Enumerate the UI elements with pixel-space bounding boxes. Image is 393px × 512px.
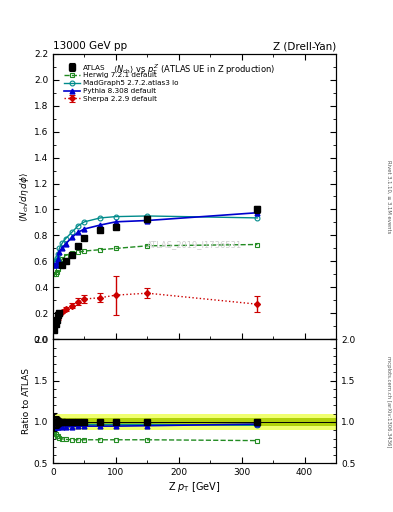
Pythia 8.308 default — [70, 234, 74, 241]
X-axis label: Z $p_{\rm T}$ [GeV]: Z $p_{\rm T}$ [GeV] — [168, 480, 221, 494]
MadGraph5 2.7.2.atlas3 lo — [57, 245, 62, 251]
MadGraph5 2.7.2.atlas3 lo — [70, 229, 74, 235]
Pythia 8.308 default — [63, 241, 68, 247]
Herwig 7.2.1 default — [56, 265, 61, 271]
Text: mcplots.cern.ch [arXiv:1306.3436]: mcplots.cern.ch [arXiv:1306.3436] — [386, 355, 391, 447]
MadGraph5 2.7.2.atlas3 lo — [55, 255, 59, 261]
MadGraph5 2.7.2.atlas3 lo — [52, 259, 57, 265]
Herwig 7.2.1 default — [98, 247, 103, 253]
Line: Herwig 7.2.1 default: Herwig 7.2.1 default — [52, 242, 260, 277]
MadGraph5 2.7.2.atlas3 lo — [76, 223, 81, 229]
MadGraph5 2.7.2.atlas3 lo — [98, 215, 103, 221]
Y-axis label: $\langle N_{\rm ch}/d\eta\, d\phi\rangle$: $\langle N_{\rm ch}/d\eta\, d\phi\rangle… — [18, 172, 31, 222]
Text: Z (Drell-Yan): Z (Drell-Yan) — [273, 41, 336, 51]
Herwig 7.2.1 default — [76, 249, 81, 255]
Herwig 7.2.1 default — [53, 271, 58, 278]
Herwig 7.2.1 default — [60, 255, 65, 262]
Pythia 8.308 default — [57, 249, 62, 255]
Pythia 8.308 default — [82, 226, 87, 232]
Text: 13000 GeV pp: 13000 GeV pp — [53, 41, 127, 51]
Pythia 8.308 default — [145, 218, 150, 224]
Herwig 7.2.1 default — [114, 245, 118, 251]
Herwig 7.2.1 default — [55, 269, 59, 275]
Pythia 8.308 default — [60, 245, 65, 251]
MadGraph5 2.7.2.atlas3 lo — [145, 213, 150, 219]
Pythia 8.308 default — [56, 255, 61, 262]
Text: ATLAS_2019_I1736531: ATLAS_2019_I1736531 — [147, 241, 242, 249]
Herwig 7.2.1 default — [145, 243, 150, 249]
Herwig 7.2.1 default — [255, 242, 260, 248]
Text: Rivet 3.1.10, ≥ 3.1M events: Rivet 3.1.10, ≥ 3.1M events — [386, 160, 391, 233]
Pythia 8.308 default — [55, 259, 59, 265]
Herwig 7.2.1 default — [63, 252, 68, 259]
Line: Pythia 8.308 default: Pythia 8.308 default — [52, 210, 260, 268]
MadGraph5 2.7.2.atlas3 lo — [255, 215, 260, 221]
Pythia 8.308 default — [255, 209, 260, 216]
Y-axis label: Ratio to ATLAS: Ratio to ATLAS — [22, 368, 31, 434]
MadGraph5 2.7.2.atlas3 lo — [53, 259, 58, 265]
MadGraph5 2.7.2.atlas3 lo — [63, 236, 68, 242]
Pythia 8.308 default — [52, 262, 57, 268]
Herwig 7.2.1 default — [70, 250, 74, 256]
Legend: ATLAS, Herwig 7.2.1 default, MadGraph5 2.7.2.atlas3 lo, Pythia 8.308 default, Sh: ATLAS, Herwig 7.2.1 default, MadGraph5 2… — [62, 63, 180, 103]
MadGraph5 2.7.2.atlas3 lo — [60, 240, 65, 246]
MadGraph5 2.7.2.atlas3 lo — [56, 251, 61, 258]
MadGraph5 2.7.2.atlas3 lo — [82, 219, 87, 225]
Herwig 7.2.1 default — [82, 248, 87, 254]
Herwig 7.2.1 default — [52, 271, 57, 278]
Pythia 8.308 default — [114, 219, 118, 225]
Line: MadGraph5 2.7.2.atlas3 lo: MadGraph5 2.7.2.atlas3 lo — [52, 214, 260, 264]
Herwig 7.2.1 default — [57, 261, 62, 267]
Pythia 8.308 default — [98, 222, 103, 228]
MadGraph5 2.7.2.atlas3 lo — [114, 214, 118, 220]
Text: $\langle N_{\rm ch}\rangle$ vs $p_{\rm T}^{Z}$ (ATLAS UE in Z production): $\langle N_{\rm ch}\rangle$ vs $p_{\rm T… — [114, 62, 275, 77]
Pythia 8.308 default — [53, 262, 58, 268]
Pythia 8.308 default — [76, 229, 81, 235]
